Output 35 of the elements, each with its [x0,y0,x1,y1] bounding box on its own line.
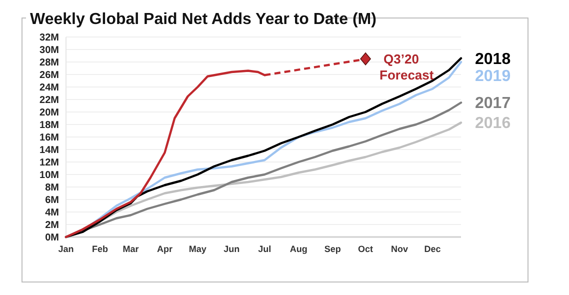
x-tick-label: Oct [358,244,374,254]
series-label: 2019 [475,68,511,85]
x-tick-label: Sep [324,244,342,254]
annotation: Q3’20 Forecast [380,51,434,83]
y-tick-label: 16M [40,132,59,144]
y-tick-label: 22M [40,95,59,106]
x-tick-label: Mar [122,244,140,254]
y-tick-label: 0M [45,232,59,244]
y-tick-label: 32M [40,32,59,44]
series-label: 2017 [475,95,511,112]
y-tick-label: 4M [45,208,59,218]
x-tick-label: Dec [424,244,441,254]
y-tick-label: 26M [40,70,59,81]
series-label: 2016 [475,115,511,132]
y-tick-label: 10M [40,170,59,181]
y-tick-label: 2M [45,220,59,231]
x-tick-label: Apr [157,244,173,254]
y-tick-label: 6M [45,195,59,206]
y-tick-label: 30M [40,45,59,56]
y-tick-label: 12M [40,158,59,168]
x-tick-label: Jan [58,244,74,254]
y-tick-label: 24M [40,82,59,94]
chart-title: Weekly Global Paid Net Adds Year to Date (M) [30,11,376,28]
x-tick-label: Aug [290,244,308,254]
x-tick-label: Jun [224,244,240,254]
y-tick-label: 18M [40,120,59,131]
x-tick-label: Feb [92,244,109,254]
y-tick-label: 14M [40,145,59,156]
series-label: 2018 [475,50,511,68]
y-tick-label: 20M [40,108,59,118]
x-tick-label: Nov [391,244,408,254]
y-tick-label: 28M [40,58,59,68]
x-tick-label: Jul [258,244,272,254]
y-tick-label: 8M [45,182,59,194]
x-tick-label: May [188,244,206,254]
